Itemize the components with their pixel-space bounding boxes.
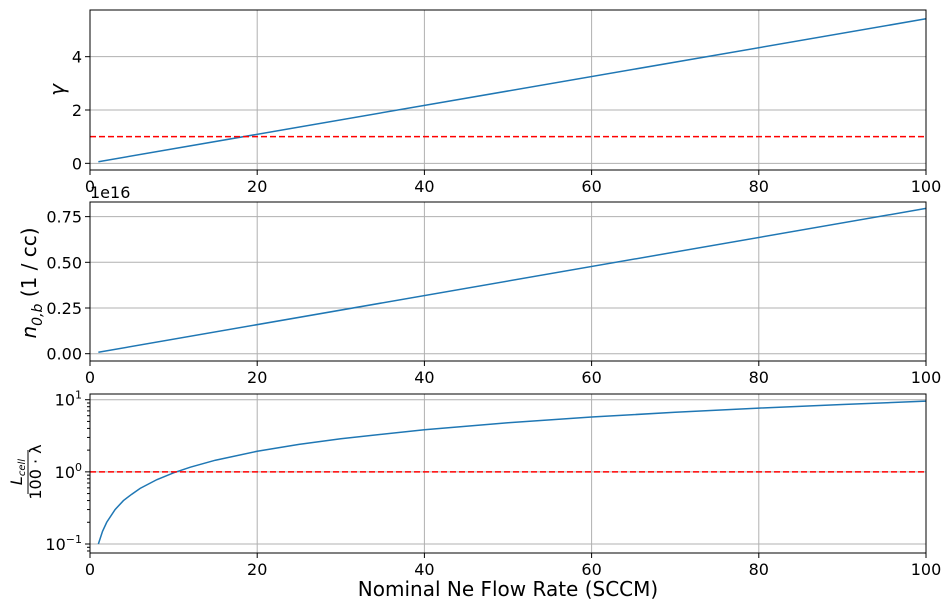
panel2-xtick-label: 80 [749, 368, 769, 387]
panel1: 0 20 40 60 80 100 0 2 4 [72, 9, 942, 196]
panel2-frame [89, 201, 927, 362]
panel2-ytick-label: 0.00 [46, 345, 82, 364]
panel1-xtick-label: 20 [247, 177, 267, 196]
panel1-xtick-label: 60 [581, 177, 601, 196]
panel3-xlabel: Nominal Ne Flow Rate (SCCM) [358, 577, 658, 601]
panel3-ylabel-num: L [7, 476, 26, 485]
panel1-ytick-label: 0 [72, 154, 82, 173]
panel3-xtick-label: 20 [247, 560, 267, 579]
panel3-xtick-label: 60 [581, 560, 601, 579]
panel3-xtick-label: 0 [85, 560, 95, 579]
panel3-ytick-label: 101 [55, 389, 82, 410]
panel1-ylabel: γ [45, 83, 69, 96]
panel2-xtick-label: 0 [85, 368, 95, 387]
panel2-xtick-label: 100 [911, 368, 942, 387]
panel3-xtick-label: 80 [749, 560, 769, 579]
panel1-ytick-label: 2 [72, 101, 82, 120]
panel3-ylabel-den: 100 · λ [26, 444, 45, 499]
panel1-xtick-label: 80 [749, 177, 769, 196]
panel1-frame [89, 9, 927, 171]
panel3-ylabel: Lcell 100 · λ [7, 444, 45, 499]
panel2-ytick-label: 0.75 [46, 208, 82, 227]
svg-text:Lcell: Lcell [7, 459, 28, 485]
panel2-ylabel: n0,b (1 / cc) [17, 227, 46, 338]
panel3-frame [89, 393, 927, 554]
panel2-offset-text: 1e16 [90, 183, 130, 202]
panel3-ytick-label: 100 [55, 461, 82, 482]
panel2-xtick-label: 60 [581, 368, 601, 387]
panel2-ylabel-sub: 0,b [30, 303, 46, 325]
panel3: 0 20 40 60 80 100 10−1 100 101 [45, 389, 941, 579]
panel3-ylabel-num-sub: cell [17, 459, 28, 476]
panel2-xtick-label: 40 [414, 368, 434, 387]
panel2: 0 20 40 60 80 100 0.00 0.25 0.50 0.75 [46, 201, 942, 387]
panel2-series-line [98, 207, 927, 353]
panel1-xtick-label: 100 [911, 177, 942, 196]
panel1-ytick-label: 4 [72, 48, 82, 67]
panel1-xtick-label: 0 [85, 177, 95, 196]
panel3-ytick-label: 10−1 [45, 533, 82, 554]
panel2-ytick-label: 0.25 [46, 299, 82, 318]
panel2-ytick-label: 0.50 [46, 253, 82, 272]
panel2-ylabel-unit: (1 / cc) [17, 227, 41, 303]
panel2-xtick-label: 20 [247, 368, 267, 387]
panel1-xtick-label: 40 [414, 177, 434, 196]
panel3-series-line [97, 400, 927, 545]
panel2-ylabel-main: n [17, 326, 41, 339]
panel1-series-line [98, 18, 927, 163]
panel3-xtick-label: 40 [414, 560, 434, 579]
panel3-xtick-label: 100 [911, 560, 942, 579]
